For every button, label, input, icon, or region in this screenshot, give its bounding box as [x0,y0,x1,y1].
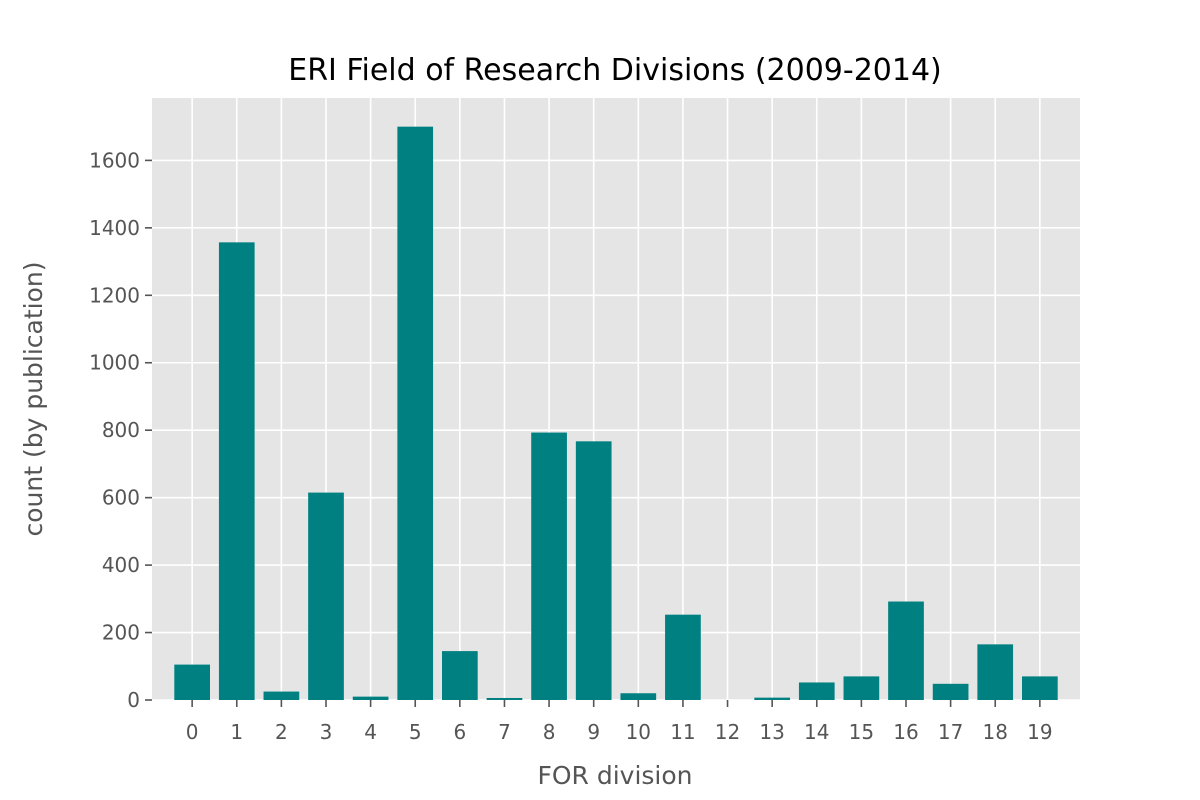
bar-13 [754,697,790,700]
x-tick-label: 12 [715,720,740,744]
bar-16 [888,601,924,700]
x-tick-label: 16 [893,720,918,744]
bar-14 [798,682,835,700]
y-tick-label: 1200 [89,283,140,307]
x-tick-label: 7 [498,720,511,744]
x-tick-label: 15 [849,720,874,744]
bar-11 [665,614,701,700]
y-tick-label: 1000 [89,351,140,375]
bar-10 [620,693,657,700]
x-tick-label: 8 [543,720,556,744]
bar-0 [174,664,210,700]
y-tick-label: 1600 [89,148,140,172]
bar-7 [486,697,523,700]
x-tick-label: 14 [804,720,829,744]
bar-4 [352,696,389,700]
x-tick-label: 10 [626,720,651,744]
x-tick-label: 4 [364,720,377,744]
y-tick-label: 200 [102,621,140,645]
y-tick-label: 800 [102,418,140,442]
bar-17 [932,683,969,700]
y-tick-label: 400 [102,553,140,577]
x-tick-label: 5 [409,720,422,744]
x-tick-label: 18 [983,720,1008,744]
bar-19 [1022,676,1058,700]
bar-9 [575,441,612,700]
x-tick-label: 17 [938,720,963,744]
x-tick-label: 6 [453,720,466,744]
x-axis-label: FOR division [537,761,692,790]
grid-lines [152,98,1080,701]
x-tick-label: 19 [1027,720,1052,744]
y-tick-label: 0 [127,688,140,712]
bar-3 [308,492,344,700]
x-tick-label: 11 [670,720,695,744]
x-tick-label: 0 [186,720,199,744]
bar-18 [977,644,1014,700]
x-tick-label: 13 [759,720,784,744]
x-tick-label: 3 [320,720,333,744]
y-axis-label: count (by publication) [19,261,48,536]
x-tick-label: 1 [230,720,243,744]
bars [174,126,1058,700]
bar-2 [263,691,300,700]
bar-1 [218,242,255,700]
chart-title: ERI Field of Research Divisions (2009-20… [288,53,942,88]
bar-15 [843,676,880,700]
bar-8 [531,432,567,700]
y-tick-label: 600 [102,486,140,510]
bar-5 [397,126,434,700]
y-tick-label: 1400 [89,216,140,240]
x-tick-label: 2 [275,720,288,744]
x-tick-label: 9 [587,720,600,744]
bar-6 [442,651,478,700]
plot-area [152,98,1080,700]
